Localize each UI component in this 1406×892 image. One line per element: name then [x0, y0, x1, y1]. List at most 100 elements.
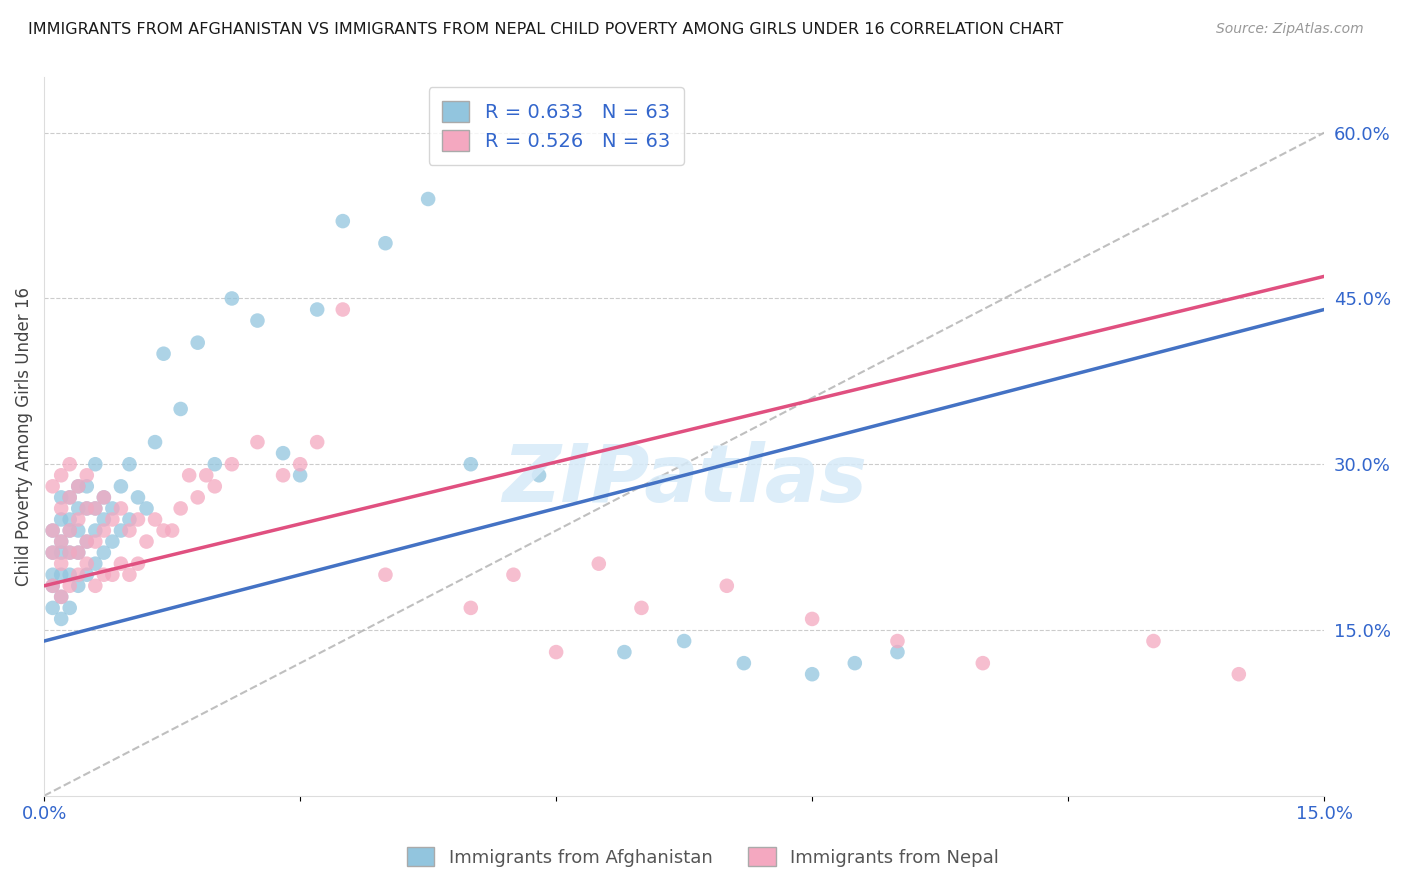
Point [76, 468, 98, 483]
Point [41, 567, 63, 582]
Point [135, 534, 157, 549]
Point [588, 557, 610, 571]
Point [502, 567, 524, 582]
Point [118, 567, 141, 582]
Y-axis label: Child Poverty Among Girls Under 16: Child Poverty Among Girls Under 16 [15, 287, 32, 586]
Point [110, 479, 132, 493]
Point [673, 634, 696, 648]
Point [41, 579, 63, 593]
Point [67, 567, 90, 582]
Point [76, 534, 98, 549]
Point [51, 557, 73, 571]
Point [332, 302, 354, 317]
Point [1227, 667, 1250, 681]
Point [67, 501, 90, 516]
Point [460, 600, 482, 615]
Point [84, 557, 107, 571]
Point [84, 579, 107, 593]
Point [630, 600, 652, 615]
Point [67, 546, 90, 560]
Point [307, 302, 329, 317]
Point [374, 567, 396, 582]
Point [110, 557, 132, 571]
Point [271, 468, 294, 483]
Point [59, 546, 82, 560]
Point [288, 468, 311, 483]
Point [101, 567, 124, 582]
Point [204, 479, 226, 493]
Point [51, 534, 73, 549]
Text: ZIPatlas: ZIPatlas [502, 441, 866, 518]
Point [93, 512, 115, 526]
Point [84, 534, 107, 549]
Point [41, 546, 63, 560]
Point [59, 524, 82, 538]
Point [67, 524, 90, 538]
Point [51, 590, 73, 604]
Text: IMMIGRANTS FROM AFGHANISTAN VS IMMIGRANTS FROM NEPAL CHILD POVERTY AMONG GIRLS U: IMMIGRANTS FROM AFGHANISTAN VS IMMIGRANT… [28, 22, 1063, 37]
Point [59, 491, 82, 505]
Point [67, 546, 90, 560]
Point [41, 524, 63, 538]
Point [801, 667, 824, 681]
Point [59, 546, 82, 560]
Point [59, 524, 82, 538]
Point [84, 501, 107, 516]
Point [195, 468, 218, 483]
Point [84, 524, 107, 538]
Point [59, 457, 82, 471]
Point [76, 534, 98, 549]
Point [84, 457, 107, 471]
Point [59, 491, 82, 505]
Point [332, 214, 354, 228]
Point [76, 557, 98, 571]
Point [972, 656, 994, 670]
Legend: R = 0.633   N = 63, R = 0.526   N = 63: R = 0.633 N = 63, R = 0.526 N = 63 [429, 87, 683, 164]
Point [288, 457, 311, 471]
Point [51, 546, 73, 560]
Point [886, 634, 908, 648]
Point [179, 468, 201, 483]
Point [127, 512, 149, 526]
Point [51, 590, 73, 604]
Point [527, 468, 550, 483]
Point [51, 468, 73, 483]
Point [101, 512, 124, 526]
Point [76, 501, 98, 516]
Point [801, 612, 824, 626]
Point [613, 645, 636, 659]
Point [51, 501, 73, 516]
Point [733, 656, 755, 670]
Point [93, 546, 115, 560]
Point [152, 524, 174, 538]
Text: Source: ZipAtlas.com: Source: ZipAtlas.com [1216, 22, 1364, 37]
Point [93, 524, 115, 538]
Point [143, 512, 166, 526]
Point [67, 479, 90, 493]
Point [221, 457, 243, 471]
Point [546, 645, 568, 659]
Point [93, 491, 115, 505]
Point [101, 501, 124, 516]
Point [41, 579, 63, 593]
Point [271, 446, 294, 460]
Point [41, 546, 63, 560]
Point [204, 457, 226, 471]
Legend: Immigrants from Afghanistan, Immigrants from Nepal: Immigrants from Afghanistan, Immigrants … [399, 840, 1007, 874]
Point [169, 501, 191, 516]
Point [67, 479, 90, 493]
Point [67, 579, 90, 593]
Point [118, 524, 141, 538]
Point [1142, 634, 1164, 648]
Point [246, 313, 269, 327]
Point [76, 479, 98, 493]
Point [59, 579, 82, 593]
Point [41, 524, 63, 538]
Point [416, 192, 439, 206]
Point [246, 435, 269, 450]
Point [152, 347, 174, 361]
Point [51, 491, 73, 505]
Point [51, 512, 73, 526]
Point [716, 579, 738, 593]
Point [110, 501, 132, 516]
